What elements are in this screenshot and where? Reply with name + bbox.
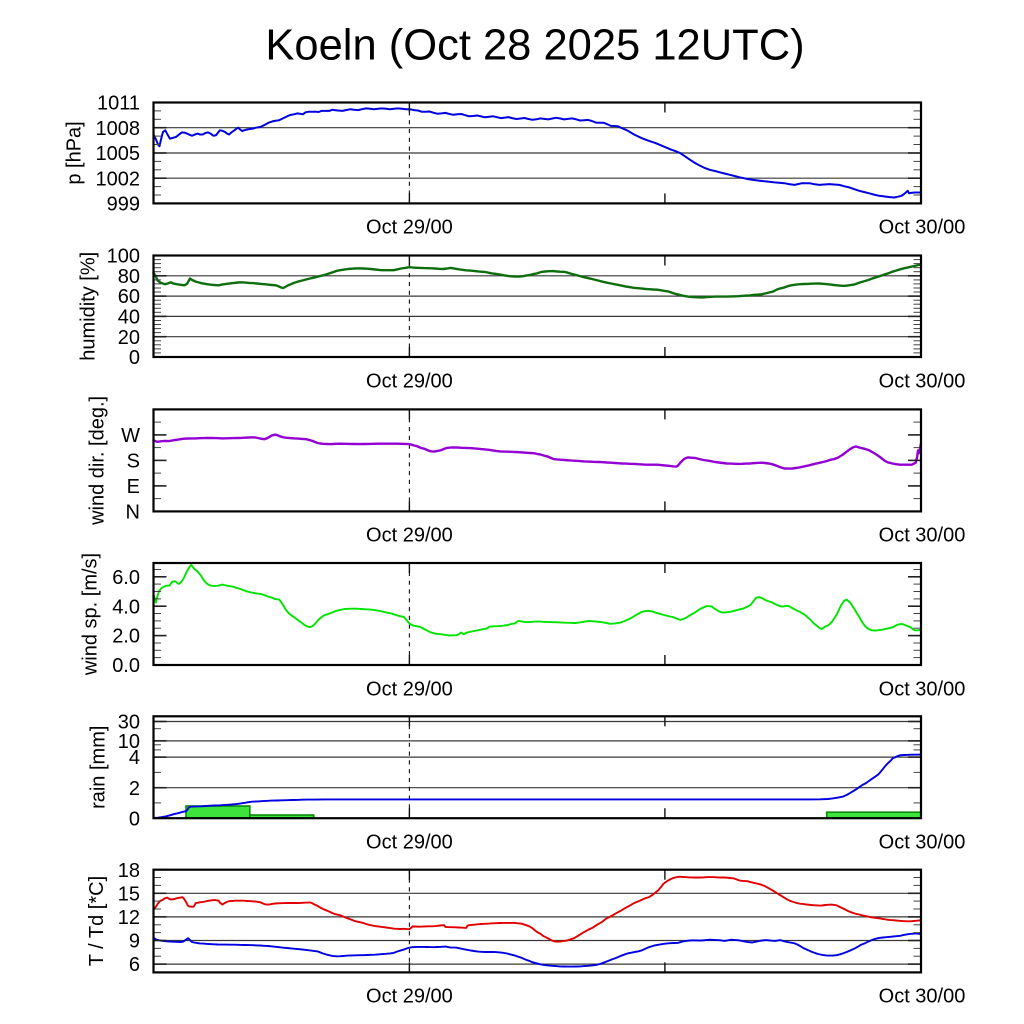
svg-text:Koeln (Oct 28 2025 12UTC): Koeln (Oct 28 2025 12UTC) (265, 22, 804, 70)
svg-text:p [hPa]: p [hPa] (64, 121, 86, 184)
svg-text:0: 0 (129, 347, 140, 369)
svg-text:W: W (121, 425, 140, 447)
svg-text:Oct 30/00: Oct 30/00 (879, 217, 966, 239)
svg-text:20: 20 (118, 327, 140, 349)
svg-text:10: 10 (118, 731, 140, 753)
svg-text:6: 6 (129, 954, 140, 976)
svg-text:1002: 1002 (96, 168, 141, 190)
svg-text:Oct 29/00: Oct 29/00 (366, 217, 453, 239)
svg-text:Oct 30/00: Oct 30/00 (879, 525, 966, 547)
svg-text:40: 40 (118, 307, 140, 329)
svg-text:1008: 1008 (96, 118, 141, 140)
svg-text:1011: 1011 (97, 93, 140, 115)
svg-text:wind dir. [deg.]: wind dir. [deg.] (87, 396, 109, 526)
svg-text:S: S (127, 451, 140, 473)
svg-text:T / Td [*C]: T / Td [*C] (86, 876, 108, 966)
svg-text:999: 999 (107, 194, 140, 216)
svg-text:Oct 30/00: Oct 30/00 (879, 678, 966, 700)
svg-text:30: 30 (118, 712, 140, 734)
svg-text:12: 12 (118, 907, 140, 929)
svg-text:2.0: 2.0 (112, 626, 140, 648)
svg-text:N: N (126, 502, 140, 524)
svg-text:humidity [%]: humidity [%] (77, 252, 99, 361)
svg-text:Oct 30/00: Oct 30/00 (879, 986, 966, 1008)
svg-text:80: 80 (118, 266, 140, 288)
svg-text:2: 2 (129, 778, 140, 800)
svg-text:Oct 29/00: Oct 29/00 (366, 832, 453, 854)
svg-text:Oct 29/00: Oct 29/00 (366, 525, 453, 547)
svg-text:4: 4 (129, 747, 140, 769)
svg-text:4.0: 4.0 (112, 596, 140, 618)
svg-text:9: 9 (129, 931, 140, 953)
svg-text:60: 60 (118, 286, 140, 308)
svg-text:0: 0 (129, 808, 140, 830)
svg-text:0.0: 0.0 (112, 655, 140, 677)
svg-text:18: 18 (118, 860, 140, 882)
svg-text:rain [mm]: rain [mm] (87, 726, 109, 809)
svg-text:Oct 29/00: Oct 29/00 (366, 370, 453, 392)
svg-text:E: E (127, 476, 140, 498)
svg-text:100: 100 (107, 246, 140, 268)
svg-text:Oct 29/00: Oct 29/00 (366, 678, 453, 700)
svg-text:Oct 30/00: Oct 30/00 (879, 832, 966, 854)
svg-text:1005: 1005 (96, 143, 141, 165)
svg-text:6.0: 6.0 (112, 567, 140, 589)
svg-text:Oct 30/00: Oct 30/00 (879, 370, 966, 392)
svg-text:Oct 29/00: Oct 29/00 (366, 986, 453, 1008)
svg-text:wind sp. [m/s]: wind sp. [m/s] (79, 553, 101, 676)
svg-text:15: 15 (118, 883, 140, 905)
